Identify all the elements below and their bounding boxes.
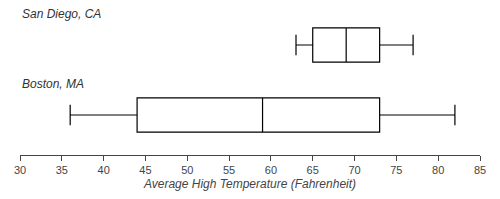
svg-text:35: 35 xyxy=(56,164,68,176)
svg-text:65: 65 xyxy=(307,164,319,176)
svg-text:55: 55 xyxy=(223,164,235,176)
svg-text:30: 30 xyxy=(14,164,26,176)
svg-text:50: 50 xyxy=(181,164,193,176)
svg-text:40: 40 xyxy=(98,164,110,176)
svg-text:85: 85 xyxy=(474,164,486,176)
svg-text:70: 70 xyxy=(348,164,360,176)
svg-text:Boston, MA: Boston, MA xyxy=(22,77,84,91)
svg-text:45: 45 xyxy=(139,164,151,176)
svg-text:60: 60 xyxy=(265,164,277,176)
svg-text:Average High Temperature (Fahr: Average High Temperature (Fahrenheit) xyxy=(143,177,356,191)
svg-text:75: 75 xyxy=(390,164,402,176)
svg-text:San Diego, CA: San Diego, CA xyxy=(22,7,101,21)
svg-text:80: 80 xyxy=(432,164,444,176)
